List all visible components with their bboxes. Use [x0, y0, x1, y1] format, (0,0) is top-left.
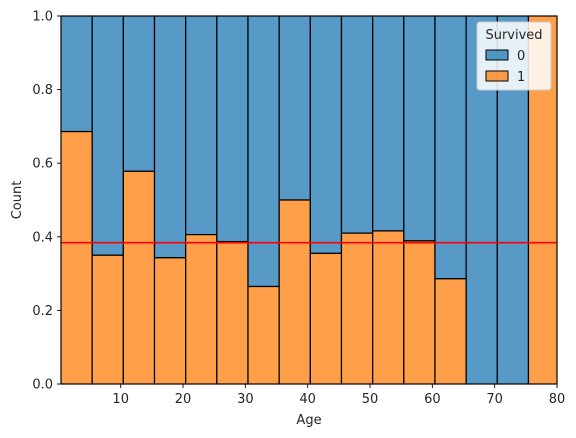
bar-survived-0	[122, 15, 156, 172]
y-tick-label: 1.0	[32, 10, 53, 25]
bar-survived-0	[91, 15, 124, 256]
bar-survived-0	[372, 15, 405, 232]
y-tick-label: 0.4	[32, 230, 53, 245]
legend-label: 1	[517, 70, 525, 85]
legend: Survived 0 1	[476, 21, 552, 91]
x-tick-label: 10	[112, 392, 129, 407]
x-tick-label: 80	[549, 392, 566, 407]
bar-survived-0	[185, 15, 218, 236]
y-tick-label: 0.0	[32, 378, 53, 393]
x-tick-label: 50	[362, 392, 379, 407]
bar-survived-0	[309, 15, 343, 254]
bar-survived-1	[60, 130, 93, 385]
bar-survived-1	[340, 232, 374, 385]
bar-survived-0	[434, 15, 467, 280]
y-tick-label: 0.8	[32, 83, 53, 98]
y-tick-label: 0.6	[32, 157, 53, 172]
bar-survived-0	[247, 15, 280, 288]
legend-title: Survived	[485, 28, 542, 43]
x-tick-label: 30	[237, 392, 254, 407]
bar-survived-1	[216, 240, 249, 385]
x-tick-label: 70	[486, 392, 503, 407]
x-tick-label: 20	[175, 392, 192, 407]
bar-survived-1	[403, 240, 436, 385]
bar-survived-1	[91, 254, 124, 385]
legend-swatch	[485, 49, 509, 61]
bar-survived-0	[216, 15, 249, 243]
bar-survived-0	[403, 15, 436, 242]
bar-survived-1	[153, 257, 187, 385]
legend-swatch	[485, 70, 509, 82]
x-tick-label: 60	[424, 392, 441, 407]
bar-survived-1	[247, 285, 280, 385]
bar-survived-1	[434, 278, 467, 385]
y-axis-title: Count	[10, 181, 25, 220]
bar-survived-1	[309, 252, 343, 385]
legend-label: 0	[517, 49, 525, 64]
x-tick-label: 40	[299, 392, 316, 407]
bar-survived-1	[122, 170, 156, 385]
y-tick-label: 0.2	[32, 304, 53, 319]
axes-group: 10 20 30 40 50 60 70 800.00.20.40.60.81.0	[32, 10, 565, 408]
bar-survived-0	[278, 15, 311, 201]
bar-survived-1	[372, 230, 405, 385]
bar-survived-0	[153, 15, 187, 259]
bar-survived-0	[340, 15, 374, 234]
plot-frame	[60, 15, 558, 385]
x-axis-title: Age	[296, 413, 321, 428]
bar-survived-0	[60, 15, 93, 133]
bar-survived-1	[185, 233, 218, 385]
bar-survived-1	[278, 199, 311, 385]
